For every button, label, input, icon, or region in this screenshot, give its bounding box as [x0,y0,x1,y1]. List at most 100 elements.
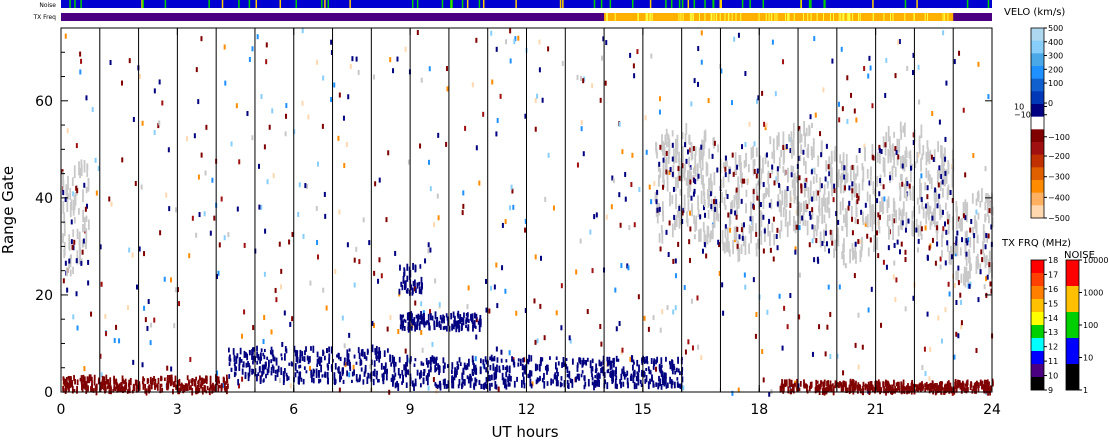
ground_scatter-mark [796,176,798,183]
echo-mark [969,227,972,233]
ground_scatter-mark [934,200,937,214]
ground_scatter-mark [962,201,965,217]
ground_scatter-mark [76,250,79,265]
ground_scatter-mark [721,230,724,244]
txfreq-colorbar-tick-label: 14 [1048,314,1058,323]
echo-mark [771,164,774,170]
ground_scatter-mark [78,161,80,176]
near_range_echo-mark [89,374,92,381]
echo-mark [811,207,814,213]
ground_scatter-mark [898,182,901,190]
near_range_echo-mark [223,377,225,384]
near_range_echo-mark [128,388,131,394]
ground_scatter-mark [840,180,842,194]
near_range_echo-mark [433,356,436,364]
ground_scatter-mark [80,164,83,176]
near_range_echo-mark [291,362,294,367]
txfreq-strip-mark [848,13,850,21]
echo-point [343,163,346,169]
patch-mark [410,284,412,291]
echo-point [416,30,419,36]
echo-point [408,357,411,363]
ground_scatter-mark [974,219,977,230]
near_range_echo-mark [489,383,491,391]
echo-point [138,73,141,79]
ground_scatter-mark [688,167,691,183]
echo-point [266,179,269,185]
echo-point [781,345,784,351]
echo-mark [778,182,781,188]
echo-point [624,196,627,202]
ground_scatter-mark [780,200,782,217]
near_range_echo-mark [855,380,857,389]
ground_scatter-mark [924,182,927,191]
ground_scatter-mark [666,178,669,192]
near_range_echo-mark [180,383,182,391]
echo-point [859,239,862,245]
near_range_echo-mark [134,379,137,386]
echo-point [243,242,246,248]
echo-point [306,183,309,189]
echo-point [605,362,608,368]
near_range_echo-mark [304,350,306,356]
echo-point [689,226,692,232]
ground_scatter-mark [903,122,906,138]
echo-mark [949,190,952,196]
ground_scatter-mark [886,199,889,214]
ground_scatter-mark [777,194,780,208]
ground_scatter-mark [911,220,914,236]
echo-point [193,133,196,139]
near_range_echo-mark [442,357,445,364]
patch-mark [446,316,449,321]
near_range_echo-mark [622,370,625,377]
echo-point [789,137,792,143]
echo-point [794,246,797,252]
near_range_echo-mark [123,387,126,392]
ground_scatter-mark [941,250,943,258]
ground_scatter-mark [708,148,711,159]
ground_scatter-mark [945,202,947,210]
txfreq-strip-mark [890,13,892,21]
near_range_echo-mark [229,354,231,362]
echo-point [602,36,605,42]
near_range_echo-mark [485,360,488,365]
ground_scatter-mark [866,214,869,228]
x-tick-label: 18 [750,402,768,418]
near_range_echo-mark [543,372,545,380]
near_range_echo-mark [613,357,615,364]
near_range_echo-mark [664,376,667,385]
x-tick-label: 21 [867,402,885,418]
near_range_echo-mark [615,355,618,362]
echo-point [931,110,934,116]
echo-point [464,125,467,131]
near_range_echo-mark [235,366,238,372]
patch-mark [473,320,476,328]
near_range_echo-mark [517,362,520,367]
txfreq-strip-mark [614,13,616,21]
near_range_echo-mark [228,362,231,366]
ground_scatter-mark [86,163,89,170]
patch-mark [414,322,416,327]
patch-mark [448,325,451,332]
ground_scatter-mark [755,242,758,251]
near_range_echo-mark [507,376,509,383]
patch-mark [453,315,456,320]
patch-mark [413,279,416,287]
echo-point [243,309,246,315]
echo-mark [736,164,739,170]
near_range_echo-mark [209,382,212,390]
near_range_echo-mark [265,373,267,379]
ground_scatter-mark [966,202,969,216]
ground_scatter-mark [887,196,890,208]
near_range_echo-mark [529,370,531,379]
patch-mark [410,325,413,331]
echo-point [620,263,623,269]
echo-point [495,262,498,268]
near_range_echo-mark [392,376,394,384]
near_range_echo-mark [156,383,159,388]
near_range_echo-mark [840,382,843,388]
ground_scatter-mark [656,152,658,159]
ground_scatter-mark [902,125,905,133]
near_range_echo-mark [435,358,438,366]
patch-mark [420,276,423,284]
